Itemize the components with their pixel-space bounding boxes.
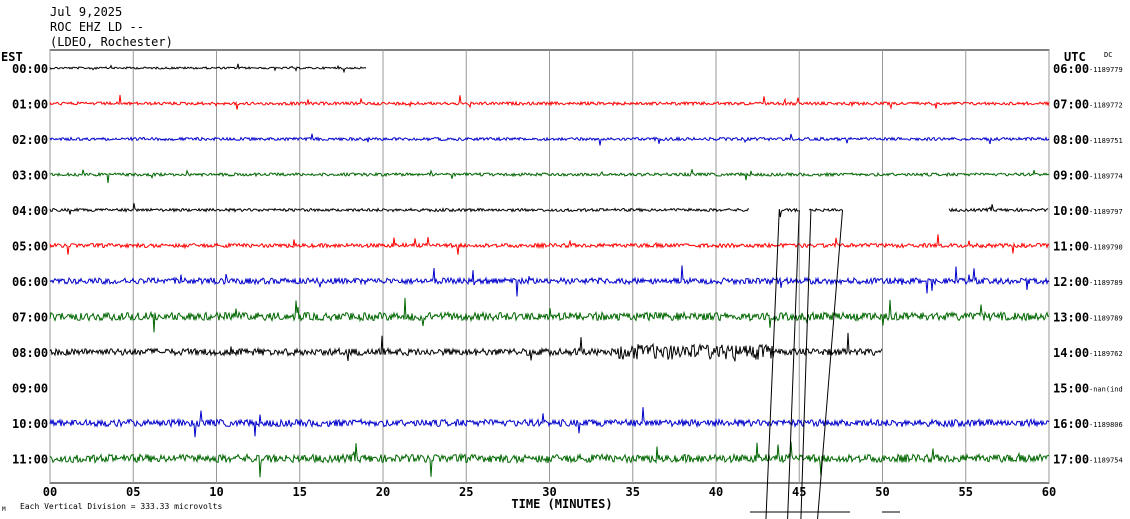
seismic-trace xyxy=(948,204,1049,213)
row-label-right: 11:00 xyxy=(1053,240,1089,254)
row-label-right: 17:00 xyxy=(1053,453,1089,467)
row-label-left: 00:00 xyxy=(12,62,48,76)
scale-note: Each Vertical Division = 333.33 microvol… xyxy=(20,502,222,511)
x-tick-label: 45 xyxy=(792,485,806,499)
seismic-trace xyxy=(49,94,1050,110)
seismic-trace xyxy=(49,441,1050,478)
row-label-right: 16:00 xyxy=(1053,417,1089,431)
row-dc-value: -1189789 xyxy=(1089,315,1123,323)
event-trace xyxy=(787,209,800,519)
seismic-trace xyxy=(49,332,883,362)
event-trace xyxy=(800,209,812,519)
x-tick-label: 30 xyxy=(542,485,556,499)
row-label-left: 02:00 xyxy=(12,133,48,147)
traces xyxy=(49,63,1050,478)
event-marks xyxy=(750,209,900,519)
seismic-trace xyxy=(49,63,367,74)
row-label-left: 01:00 xyxy=(12,98,48,112)
x-tick-labels: 00 05 10 15 20 25 30 35 40 45 50 55 60 xyxy=(43,485,1056,499)
row-label-right: 13:00 xyxy=(1053,311,1089,325)
x-tick-label: 05 xyxy=(126,485,140,499)
row-label-right: 09:00 xyxy=(1053,169,1089,183)
x-tick-label: 10 xyxy=(209,485,223,499)
seismic-trace xyxy=(808,207,843,212)
row-label-right: 10:00 xyxy=(1053,204,1089,218)
row-label-left: 03:00 xyxy=(12,169,48,183)
row-label-left: 07:00 xyxy=(12,311,48,325)
seismic-trace xyxy=(49,133,1050,146)
header-station: ROC EHZ LD -- xyxy=(50,20,144,34)
row-label-left: 08:00 xyxy=(12,346,48,360)
x-tick-label: 55 xyxy=(959,485,973,499)
x-tick-label: 15 xyxy=(293,485,307,499)
event-trace xyxy=(817,209,844,519)
x-tick-label: 60 xyxy=(1042,485,1056,499)
row-dc-value: -nan(ind xyxy=(1089,386,1123,394)
seismic-trace xyxy=(49,203,749,215)
row-dc-value: -1189797 xyxy=(1089,208,1123,216)
seismic-trace xyxy=(49,297,1050,333)
corner-mark: M xyxy=(2,506,6,513)
row-dc-value: -1189754 xyxy=(1089,457,1123,465)
seismic-trace xyxy=(778,207,799,218)
seismic-trace xyxy=(49,265,1050,297)
x-axis-title: TIME (MINUTES) xyxy=(511,497,612,511)
row-dc-value: -1189774 xyxy=(1089,173,1123,181)
seismic-trace xyxy=(49,169,1050,184)
row-label-left: 09:00 xyxy=(12,382,48,396)
row-dc-value: -1189762 xyxy=(1089,350,1123,358)
x-tick-label: 00 xyxy=(43,485,57,499)
row-label-right: 07:00 xyxy=(1053,98,1089,112)
x-tick-label: 40 xyxy=(709,485,723,499)
row-dc-value: -1189772 xyxy=(1089,102,1123,110)
header-date: Jul 9,2025 xyxy=(50,5,122,19)
row-label-right: 15:00 xyxy=(1053,382,1089,396)
x-tick-label: 35 xyxy=(626,485,640,499)
row-dc-value: -1189779 xyxy=(1089,66,1123,74)
row-label-right: 12:00 xyxy=(1053,275,1089,289)
header-network: (LDEO, Rochester) xyxy=(50,35,173,49)
event-trace xyxy=(765,209,780,519)
grid-lines xyxy=(49,49,1050,484)
row-label-right: 06:00 xyxy=(1053,62,1089,76)
row-label-left: 06:00 xyxy=(12,275,48,289)
row-label-left: 11:00 xyxy=(12,453,48,467)
dc-label: DC xyxy=(1104,51,1112,59)
row-dc-value: -1189790 xyxy=(1089,244,1123,252)
right-timezone-label: UTC xyxy=(1064,50,1086,64)
row-dc-value: -1189751 xyxy=(1089,137,1123,145)
x-tick-label: 20 xyxy=(376,485,390,499)
row-dc-value: -1189789 xyxy=(1089,279,1123,287)
seismic-trace xyxy=(49,407,1050,438)
row-label-right: 08:00 xyxy=(1053,133,1089,147)
row-dc-value: -1189806 xyxy=(1089,421,1123,429)
row-label-right: 14:00 xyxy=(1053,346,1089,360)
seismic-trace xyxy=(49,234,1050,255)
x-tick-label: 50 xyxy=(875,485,889,499)
row-label-left: 10:00 xyxy=(12,417,48,431)
x-tick-label: 25 xyxy=(459,485,473,499)
row-label-left: 05:00 xyxy=(12,240,48,254)
row-label-left: 04:00 xyxy=(12,204,48,218)
left-timezone-label: EST xyxy=(1,50,23,64)
